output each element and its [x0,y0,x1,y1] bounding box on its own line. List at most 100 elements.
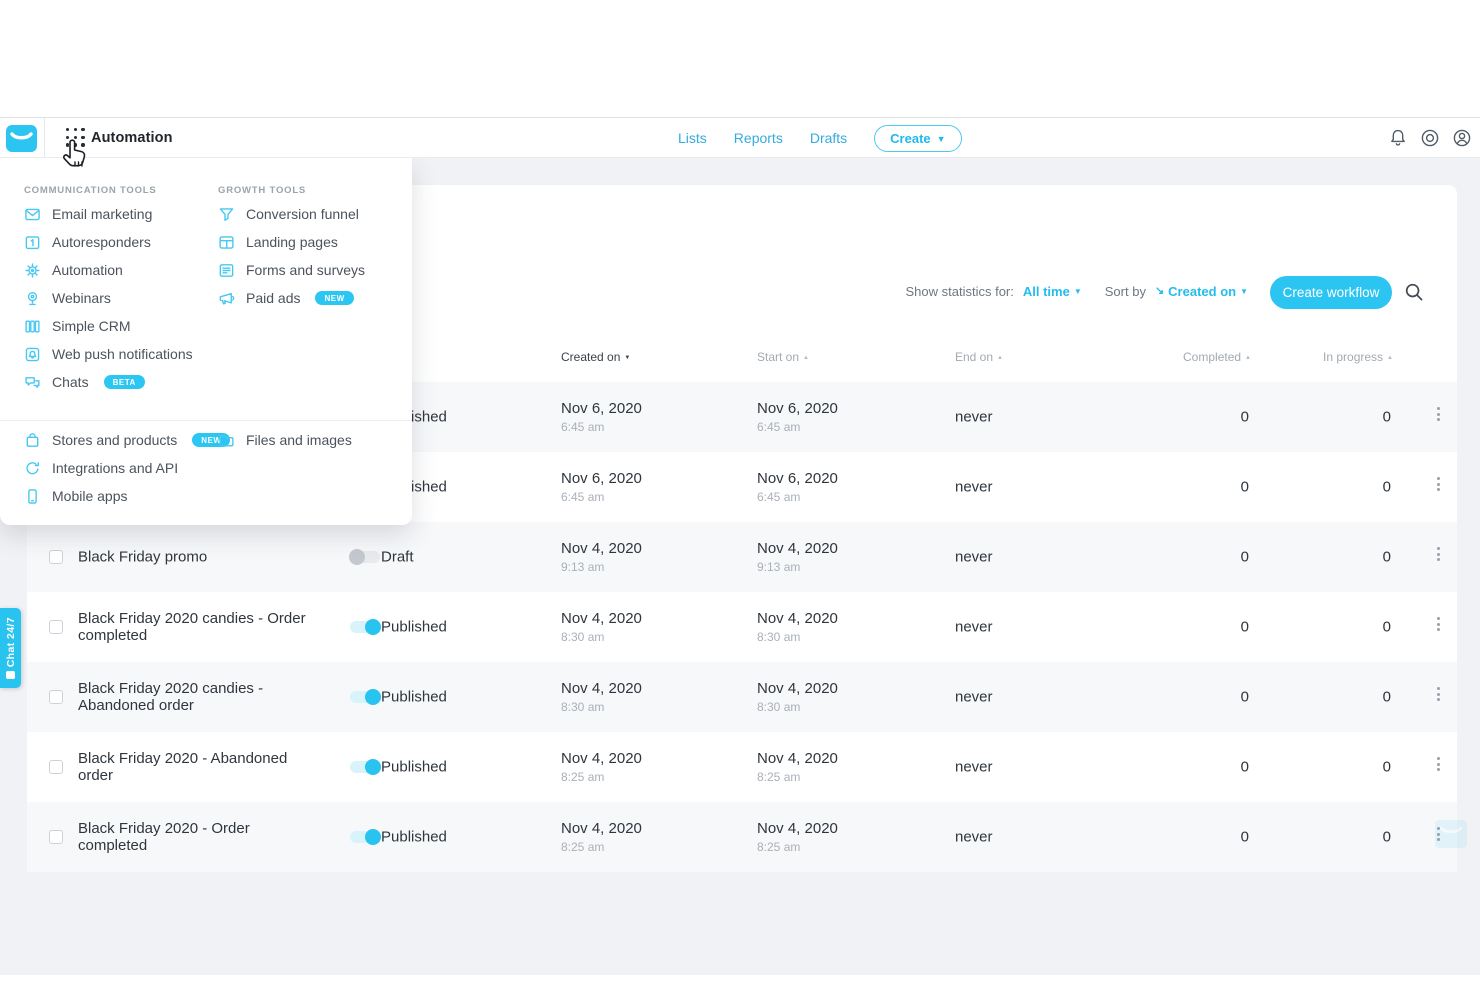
row-menu-icon[interactable] [1430,827,1446,847]
end-on-cell: never [955,828,993,846]
communication-tools-list: Email marketing Autoresponders Automatio… [24,200,193,396]
create-button[interactable]: Create ▼ [874,124,962,152]
publish-toggle[interactable] [350,619,381,635]
in-progress-count: 0 [1382,828,1391,846]
funnel-icon [219,207,234,221]
menu-item-forms-and-surveys[interactable]: Forms and surveys [218,256,365,284]
completed-count: 0 [1240,478,1249,496]
end-on-cell: never [955,618,993,636]
menu-item-webinars[interactable]: Webinars [24,284,193,312]
publish-toggle[interactable] [350,689,381,705]
tools-bottom-left-list: Stores and products NEW Integrations and… [24,426,231,510]
menu-item-files-and-images[interactable]: Files and images [218,426,352,454]
workflow-name[interactable]: Black Friday promo [78,548,208,566]
page-title: Automation [91,130,173,146]
column-header-start-on[interactable]: Start on [757,350,809,364]
menu-item-conversion-funnel[interactable]: Conversion funnel [218,200,365,228]
gear-icon [25,262,40,278]
email-icon [25,208,40,220]
row-menu-icon[interactable] [1430,477,1446,497]
chat-24-7-tab[interactable]: Chat 24/7 [0,608,21,688]
menu-item-automation[interactable]: Automation [24,256,193,284]
column-header-end-on[interactable]: End on [955,350,1003,364]
publish-toggle[interactable] [349,549,380,565]
column-header-created-on[interactable]: Created on [561,350,630,364]
completed-count: 0 [1240,758,1249,776]
row-checkbox[interactable] [49,830,63,844]
smartphone-icon [28,488,37,504]
completed-count: 0 [1240,828,1249,846]
created-on-cell: Nov 6, 2020 6:45 am [561,470,642,504]
row-checkbox[interactable] [49,620,63,634]
menu-item-landing-pages[interactable]: Landing pages [218,228,365,256]
menu-item-integrations-and-api[interactable]: Integrations and API [24,454,230,482]
menu-item-email-marketing[interactable]: Email marketing [24,200,193,228]
publish-toggle[interactable] [350,759,381,775]
help-icon[interactable] [1420,128,1440,148]
search-icon[interactable] [1404,282,1424,302]
created-on-cell: Nov 4, 2020 9:13 am [561,540,642,574]
create-workflow-button[interactable]: Create workflow [1270,276,1392,309]
menu-item-mobile-apps[interactable]: Mobile apps [24,482,230,510]
integrations-icon [26,461,39,474]
start-on-cell: Nov 4, 2020 8:25 am [757,820,838,854]
end-on-cell: never [955,688,993,706]
in-progress-count: 0 [1382,688,1391,706]
growth-tools-list: Conversion funnel Landing pages Forms an… [218,200,365,312]
new-badge: NEW [192,433,231,447]
workflow-name[interactable]: Black Friday 2020 - Order completed [78,820,250,854]
row-menu-icon[interactable] [1430,617,1446,637]
row-menu-icon[interactable] [1430,547,1446,567]
end-on-cell: never [955,758,993,776]
brand-logo[interactable] [6,125,37,152]
chevron-down-icon: ▼ [1073,287,1082,296]
publish-toggle[interactable] [350,829,381,845]
statistics-range-dropdown[interactable]: All time ▼ [1022,284,1082,299]
status-label: Published [381,688,447,706]
row-checkbox[interactable] [49,690,63,704]
sort-dropdown[interactable]: ↘ Created on ▼ [1154,284,1248,299]
account-icon[interactable] [1452,128,1472,148]
nav-reports[interactable]: Reports [733,130,783,146]
nav-lists[interactable]: Lists [678,130,707,146]
row-checkbox[interactable] [49,760,63,774]
menu-section-title: COMMUNICATION TOOLS [24,185,157,196]
status-label: Published [381,618,447,636]
table-row: Black Friday 2020 candies - Order comple… [27,592,1457,662]
column-header-completed[interactable]: Completed [1183,350,1251,364]
nav-drafts[interactable]: Drafts [809,130,848,146]
column-header-in-progress[interactable]: In progress [1323,350,1393,364]
in-progress-count: 0 [1382,478,1391,496]
menu-item-simple-crm[interactable]: Simple CRM [24,312,193,340]
start-on-cell: Nov 4, 2020 8:30 am [757,680,838,714]
end-on-cell: never [955,408,993,426]
start-on-cell: Nov 4, 2020 8:30 am [757,610,838,644]
workflow-name[interactable]: Black Friday 2020 candies - Abandoned or… [78,680,264,714]
created-on-cell: Nov 4, 2020 8:30 am [561,680,642,714]
workflow-name[interactable]: Black Friday 2020 candies - Order comple… [78,610,306,644]
row-checkbox[interactable] [49,550,63,564]
table-header: Created on Start on End on Completed In … [27,350,1457,382]
menu-divider [0,420,412,421]
end-on-cell: never [955,548,993,566]
created-on-cell: Nov 6, 2020 6:45 am [561,400,642,434]
row-menu-icon[interactable] [1430,407,1446,427]
in-progress-count: 0 [1382,408,1391,426]
row-menu-icon[interactable] [1430,687,1446,707]
start-on-cell: Nov 4, 2020 8:25 am [757,750,838,784]
row-menu-icon[interactable] [1430,757,1446,777]
menu-item-stores-and-products[interactable]: Stores and products NEW [24,426,231,454]
in-progress-count: 0 [1382,618,1391,636]
menu-item-paid-ads[interactable]: Paid ads NEW [218,284,365,312]
workflow-name[interactable]: Black Friday 2020 - Abandoned order [78,750,288,784]
apps-grid-icon[interactable] [66,128,86,148]
header-divider [44,118,45,158]
menu-item-autoresponders[interactable]: Autoresponders [24,228,193,256]
in-progress-count: 0 [1382,548,1391,566]
menu-item-web-push-notifications[interactable]: Web push notifications [24,340,193,368]
start-on-cell: Nov 6, 2020 6:45 am [757,400,838,434]
table-row: Black Friday 2020 - Order completed Publ… [27,802,1457,872]
menu-section-title: GROWTH TOOLS [218,185,307,196]
bell-icon[interactable] [1388,128,1408,148]
menu-item-chats[interactable]: Chats BETA [24,368,193,396]
